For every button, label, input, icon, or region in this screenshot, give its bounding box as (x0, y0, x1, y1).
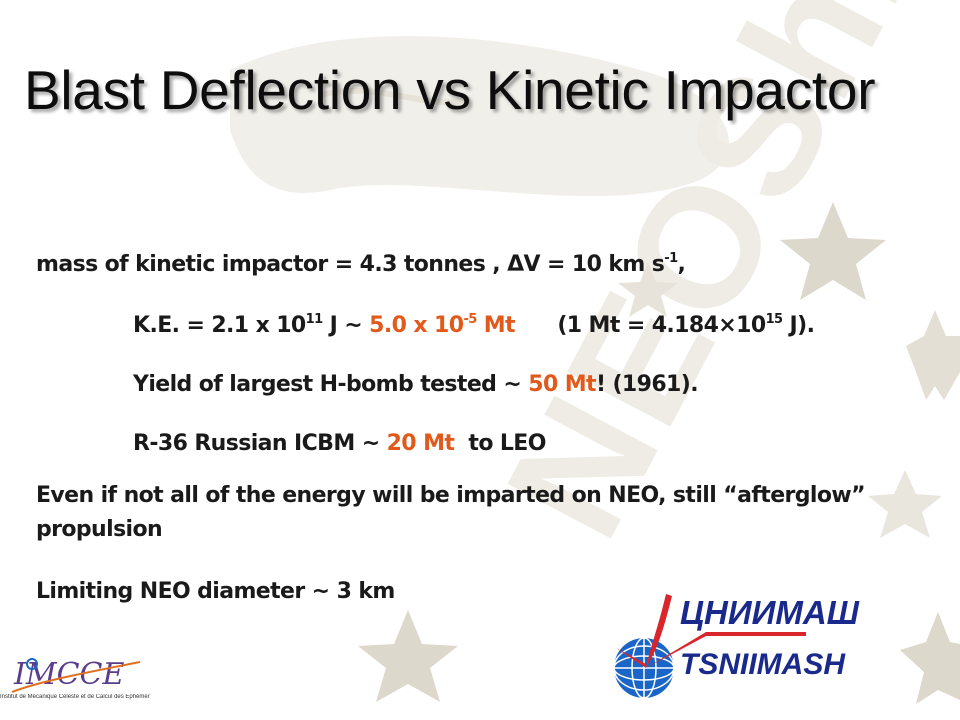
tsniimash-logo: ЦНИИМАШ TSNIIMASH (606, 588, 859, 704)
icbm-line: R-36 Russian ICBM ~ 20 Mt to LEO (133, 431, 546, 456)
impactor-mass-line: mass of kinetic impactor = 4.3 tonnes , … (36, 251, 686, 277)
kinetic-energy-text: K.E. = 2.1 x 10 (133, 313, 306, 338)
h-bomb-yield: 50 Mt (528, 372, 596, 397)
tsniimash-latin: TSNIIMASH (680, 648, 845, 681)
exponent: -5 (463, 312, 477, 327)
approx-text: J ~ (322, 313, 370, 338)
star-icon (358, 202, 960, 704)
imcce-logo: IMCCE (11, 657, 141, 693)
asteroid-image (230, 36, 729, 197)
icbm-yield: 20 Mt (386, 431, 455, 456)
imcce-caption: Institut de Mécanique Céleste et de Calc… (0, 694, 150, 700)
h-bomb-text: Yield of largest H-bomb tested ~ (133, 372, 529, 397)
megaton-unit: Mt (476, 313, 516, 338)
punctuation: , (677, 252, 686, 277)
h-bomb-year: ! (1961). (595, 372, 699, 397)
exponent: 11 (305, 312, 324, 327)
conversion-text: (1 Mt = 4.184×10 (514, 313, 766, 338)
exponent: -1 (664, 251, 678, 266)
exponent: 15 (765, 312, 784, 327)
icbm-target: to LEO (454, 431, 546, 456)
tsniimash-cyrillic: ЦНИИМАШ (680, 594, 859, 631)
icbm-text: R-36 Russian ICBM ~ (133, 431, 387, 456)
slide-title: Blast Deflection vs Kinetic Impactor (24, 59, 876, 121)
limiting-diameter-line: Limiting NEO diameter ~ 3 km (36, 579, 395, 604)
tsniimash-emblem-icon (613, 594, 806, 699)
afterglow-line: Even if not all of the energy will be im… (36, 483, 866, 542)
h-bomb-line: Yield of largest H-bomb tested ~ 50 Mt! … (133, 372, 699, 397)
kinetic-energy-line: K.E. = 2.1 x 1011 J ~ 5.0 x 10-5 Mt (1 M… (133, 312, 815, 338)
conversion-unit: J). (782, 313, 815, 338)
impactor-mass-text: mass of kinetic impactor = 4.3 tonnes , … (36, 252, 665, 277)
megaton-value: 5.0 x 10 (369, 313, 464, 338)
